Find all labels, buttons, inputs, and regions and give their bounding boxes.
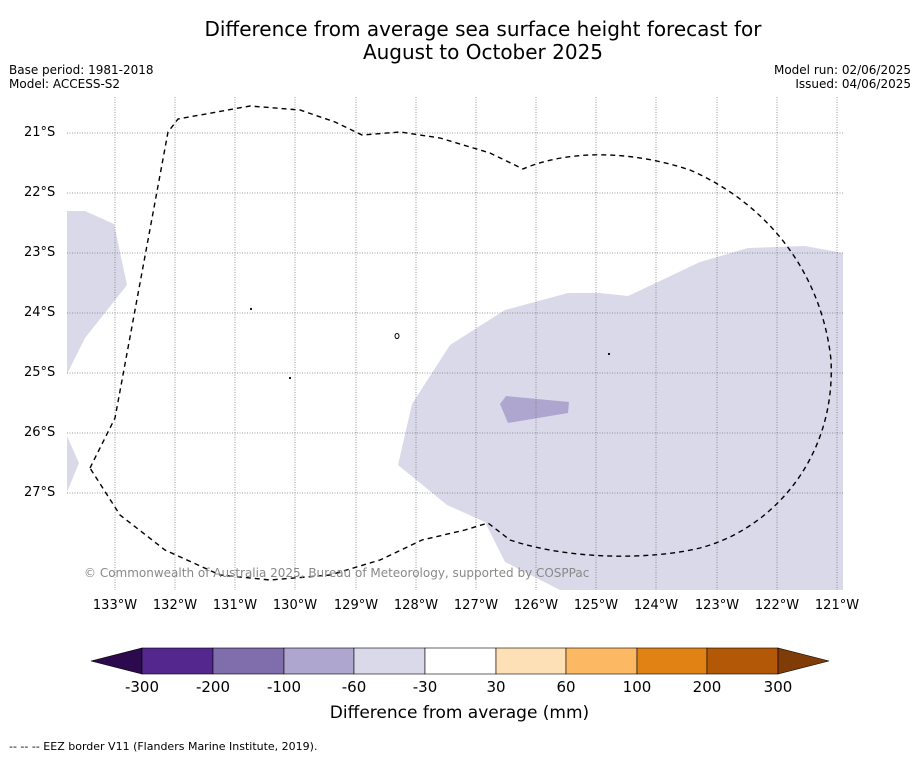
map-title: Difference from average sea surface heig…	[0, 18, 919, 64]
anomaly-region-core	[500, 396, 569, 423]
legend-tick: 60	[556, 678, 576, 696]
lon-label: 132°W	[152, 598, 198, 613]
colorbar-extend-min	[90, 647, 143, 675]
eez-footnote: -- -- -- EEZ border V11 (Flanders Marine…	[9, 740, 318, 753]
copyright-notice: © Commonwealth of Australia 2025, Bureau…	[84, 566, 590, 580]
meta-left: Base period: 1981-2018 Model: ACCESS-S2	[9, 63, 154, 91]
colorbar-segment-4	[353, 647, 426, 675]
legend-tick: -60	[341, 678, 367, 696]
colorbar-segment-8	[636, 647, 708, 675]
lon-label: 122°W	[754, 598, 800, 613]
colorbar-segment-6	[495, 647, 567, 675]
legend-tick: 200	[692, 678, 722, 696]
lat-label: 27°S	[24, 485, 56, 500]
lat-label: 26°S	[24, 425, 56, 440]
legend-tick: 300	[763, 678, 793, 696]
model-run: Model run: 02/06/2025	[773, 63, 911, 77]
legend-title: Difference from average (mm)	[329, 703, 590, 723]
lon-label: 128°W	[393, 598, 439, 613]
anomaly-region-southwest	[67, 436, 79, 492]
eez-border	[89, 105, 832, 581]
lat-label: 21°S	[24, 125, 56, 140]
colorbar	[90, 647, 830, 675]
lon-label: 124°W	[633, 598, 679, 613]
lon-label: 133°W	[92, 598, 138, 613]
lon-label: 130°W	[272, 598, 318, 613]
meta-right: Model run: 02/06/2025 Issued: 04/06/2025	[774, 63, 911, 91]
anomaly-region-east	[398, 246, 843, 590]
lat-label: 25°S	[24, 365, 56, 380]
lon-label: 125°W	[573, 598, 619, 613]
legend-tick: -30	[412, 678, 438, 696]
anomaly-region-west	[67, 211, 127, 374]
model-name: Model: ACCESS-S2	[9, 77, 121, 91]
legend-tick: 30	[486, 678, 506, 696]
lon-label: 129°W	[333, 598, 379, 613]
lat-label: 22°S	[24, 185, 56, 200]
colorbar-segment-2	[212, 647, 285, 675]
issued-date: Issued: 04/06/2025	[795, 77, 911, 91]
island-3	[288, 376, 292, 380]
lon-label: 121°W	[814, 598, 860, 613]
map-title-line2: August to October 2025	[362, 40, 604, 64]
colorbar-segment-7	[565, 647, 638, 675]
colorbar-segment-3	[283, 647, 355, 675]
island-2	[249, 307, 253, 311]
lon-label: 123°W	[694, 598, 740, 613]
lat-label: 23°S	[24, 245, 56, 260]
legend-tick: -200	[195, 678, 231, 696]
lon-label: 127°W	[453, 598, 499, 613]
legend-tick: -300	[124, 678, 160, 696]
colorbar-segment-5	[424, 647, 497, 675]
legend-tick: 100	[622, 678, 652, 696]
lat-label: 24°S	[24, 305, 56, 320]
legend-tick: -100	[266, 678, 302, 696]
anomaly-shading	[67, 211, 843, 590]
colorbar-extend-max	[777, 647, 830, 675]
colorbar-segment-9	[706, 647, 779, 675]
islands	[249, 307, 611, 380]
island-1	[394, 333, 400, 339]
base-period: Base period: 1981-2018	[9, 63, 154, 77]
map-title-line1: Difference from average sea surface heig…	[204, 17, 762, 41]
lon-label: 131°W	[212, 598, 258, 613]
island-4	[607, 352, 611, 356]
lon-label: 126°W	[513, 598, 559, 613]
colorbar-segment-1	[141, 647, 214, 675]
